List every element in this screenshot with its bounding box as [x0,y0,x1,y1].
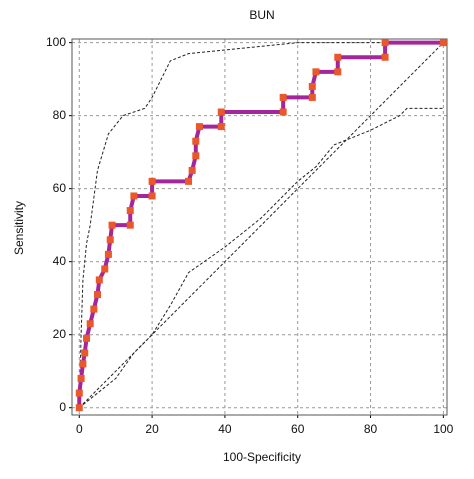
point-marker [130,192,138,200]
point-marker [217,108,225,116]
point-marker [381,53,389,61]
x-axis-label: 100-Specificity [223,450,301,464]
point-marker [106,236,114,244]
x-tick-label: 60 [291,422,305,436]
x-tick-label: 20 [145,422,159,436]
point-marker [279,93,287,101]
plot-frame [71,38,448,416]
reference-line [78,107,444,409]
y-tick-label: 100 [46,35,66,49]
point-marker [104,250,112,258]
point-marker [334,68,342,76]
point-marker [126,207,134,215]
point-marker [95,276,103,284]
point-marker [185,177,193,185]
chart-title: BUN [249,8,274,22]
y-axis-label: Sensitivity [12,201,26,255]
point-marker [192,152,200,160]
point-marker [308,93,316,101]
point-marker [93,291,101,299]
y-tick-label: 80 [53,108,67,122]
point-marker [312,68,320,76]
x-tick-label: 100 [433,422,453,436]
x-tick-label: 0 [76,422,83,436]
point-marker [83,334,91,342]
point-marker [79,360,87,368]
point-marker [334,53,342,61]
point-marker [75,389,83,397]
point-marker [308,82,316,90]
point-marker [148,177,156,185]
point-marker [90,305,98,313]
point-marker [381,39,389,47]
point-marker [75,404,83,412]
point-marker [192,137,200,145]
point-marker [81,349,89,357]
y-tick-label: 0 [59,400,66,414]
point-marker [439,39,447,47]
point-marker [148,192,156,200]
point-marker [217,123,225,131]
point-marker [86,320,94,328]
reference-line [78,42,444,409]
y-tick-label: 20 [53,327,67,341]
point-marker [101,265,109,273]
y-tick-label: 60 [53,181,67,195]
point-marker [108,221,116,229]
x-tick-label: 80 [364,422,378,436]
point-marker [195,123,203,131]
point-marker [188,166,196,174]
reference-line [78,42,444,408]
point-marker [77,374,85,382]
point-marker [126,221,134,229]
point-marker [279,108,287,116]
y-tick-label: 40 [53,254,67,268]
x-tick-label: 40 [218,422,232,436]
